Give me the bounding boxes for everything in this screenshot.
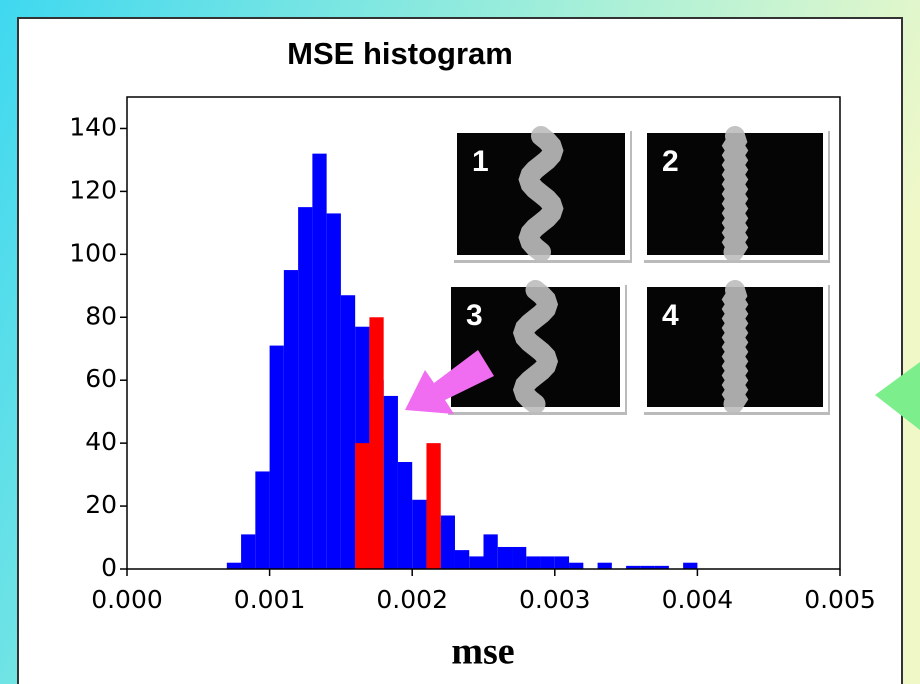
bar [269, 345, 284, 569]
plot-area: 0 20 40 60 80 100 120 140 0.000 0.001 0.002 0.003 0.… [69, 96, 876, 614]
bar [597, 562, 612, 569]
bar [241, 534, 256, 569]
x-tick-label: 0.003 [519, 585, 591, 614]
bar [640, 565, 655, 569]
x-axis-label: mse [451, 631, 514, 673]
bar [412, 499, 427, 569]
bar [454, 550, 470, 569]
bar [383, 395, 398, 569]
chart-title: MSE histogram [287, 36, 513, 71]
inset-strip [721, 126, 749, 262]
bar [540, 556, 555, 569]
bar [512, 546, 527, 569]
bar [497, 546, 513, 569]
inset-number: 2 [662, 145, 679, 178]
bar [369, 317, 384, 569]
inset-strip [512, 280, 559, 414]
bar [298, 207, 313, 569]
bar [283, 270, 299, 569]
bar [554, 556, 570, 569]
y-tick-label: 0 [101, 553, 117, 582]
x-tick-label: 0.004 [662, 585, 734, 614]
y-tick-label: 120 [69, 175, 117, 204]
bar [340, 295, 356, 569]
bar [355, 443, 370, 569]
bar [255, 471, 270, 569]
x-tick-label: 0.002 [376, 585, 448, 614]
bar [397, 462, 413, 569]
axes-frame [126, 96, 841, 570]
bar [326, 213, 341, 569]
bar [226, 562, 242, 569]
bar [312, 153, 327, 569]
x-tick-label: 0.005 [804, 585, 876, 614]
side-arrow [875, 362, 920, 430]
inset-strip [721, 280, 749, 414]
inset-number: 1 [472, 145, 489, 178]
bar [626, 565, 641, 569]
inset-number: 4 [662, 299, 679, 332]
y-tick-label: 140 [69, 112, 117, 141]
bar [469, 556, 484, 569]
inset-number: 3 [466, 299, 483, 332]
insets: 1 2 3 4 [405, 126, 830, 415]
pointer-arrow [405, 350, 494, 414]
inset-strip [518, 126, 564, 262]
x-tick-label: 0.000 [91, 585, 163, 614]
y-tick-label: 20 [85, 490, 117, 519]
bar [683, 562, 698, 569]
bar [526, 556, 541, 569]
x-tick-label: 0.001 [234, 585, 306, 614]
bar [569, 562, 584, 569]
y-tick-label: 40 [85, 427, 117, 456]
bar [483, 534, 498, 569]
bar [426, 443, 441, 569]
bar [440, 515, 455, 569]
y-tick-label: 80 [85, 301, 117, 330]
y-tick-label: 60 [85, 364, 117, 393]
y-tick-label: 100 [69, 238, 117, 267]
bar [654, 565, 669, 569]
